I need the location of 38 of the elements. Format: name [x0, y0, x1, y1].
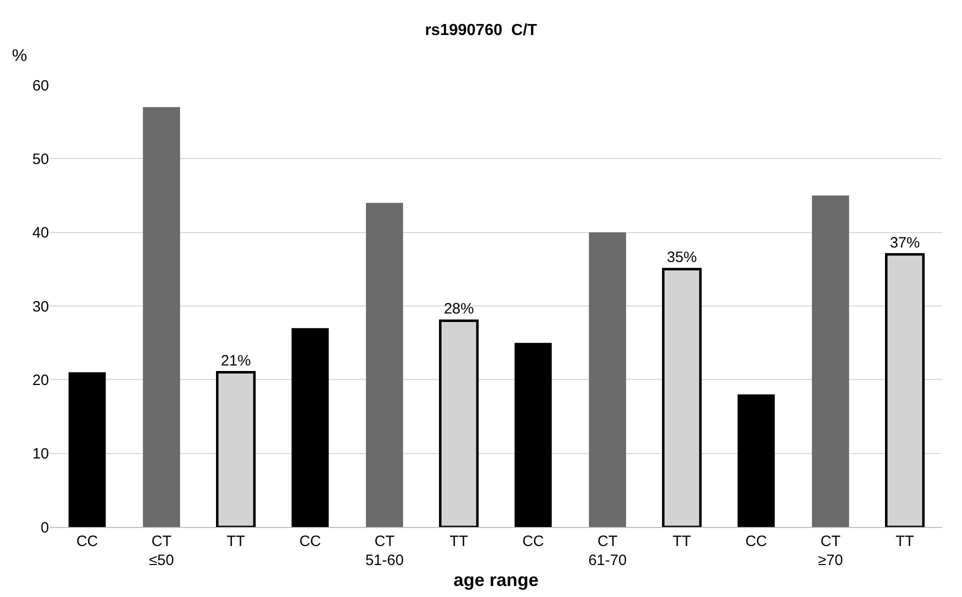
series-label: TT: [226, 533, 245, 550]
x-tick-label: 51-60: [365, 552, 404, 569]
data-label: 21%: [220, 352, 251, 370]
y-tick-label: 20: [32, 372, 49, 389]
text: TT: [450, 533, 468, 550]
text: TT: [672, 533, 691, 550]
bar: [812, 196, 850, 527]
bar: [588, 232, 626, 527]
text: CT: [374, 533, 394, 550]
x-tick-label: ≥70: [818, 552, 843, 569]
text: CC: [299, 533, 322, 550]
bar: [366, 202, 404, 527]
x-tick-label: 61-70: [588, 552, 627, 569]
y-tick-label: 60: [32, 77, 49, 94]
data-label: 28%: [444, 300, 474, 318]
y-tick-label: 30: [32, 298, 49, 316]
data-label: 35%: [666, 249, 697, 266]
y-tick-label: 10: [32, 446, 49, 463]
bar: [292, 328, 329, 527]
y-axis-title: %: [12, 46, 28, 65]
text: CT: [598, 533, 618, 550]
bar: [738, 394, 775, 527]
text: CT: [820, 533, 840, 550]
x-tick-label: ≤50: [149, 552, 174, 569]
bar: [68, 372, 106, 527]
text: CC: [745, 533, 768, 550]
y-tick-label: 40: [32, 224, 49, 242]
y-tick-label: 0: [40, 519, 49, 536]
series-label: CT: [152, 533, 172, 550]
series-label: CC: [76, 533, 98, 550]
chart-title: rs1990760 C/T: [424, 22, 538, 40]
bar: [142, 107, 180, 527]
bar: [514, 342, 552, 527]
text: TT: [896, 533, 914, 550]
y-tick-label: 50: [32, 150, 49, 168]
text: CC: [522, 533, 544, 550]
data-label: 37%: [890, 234, 920, 252]
x-axis-title: age range: [453, 570, 539, 590]
